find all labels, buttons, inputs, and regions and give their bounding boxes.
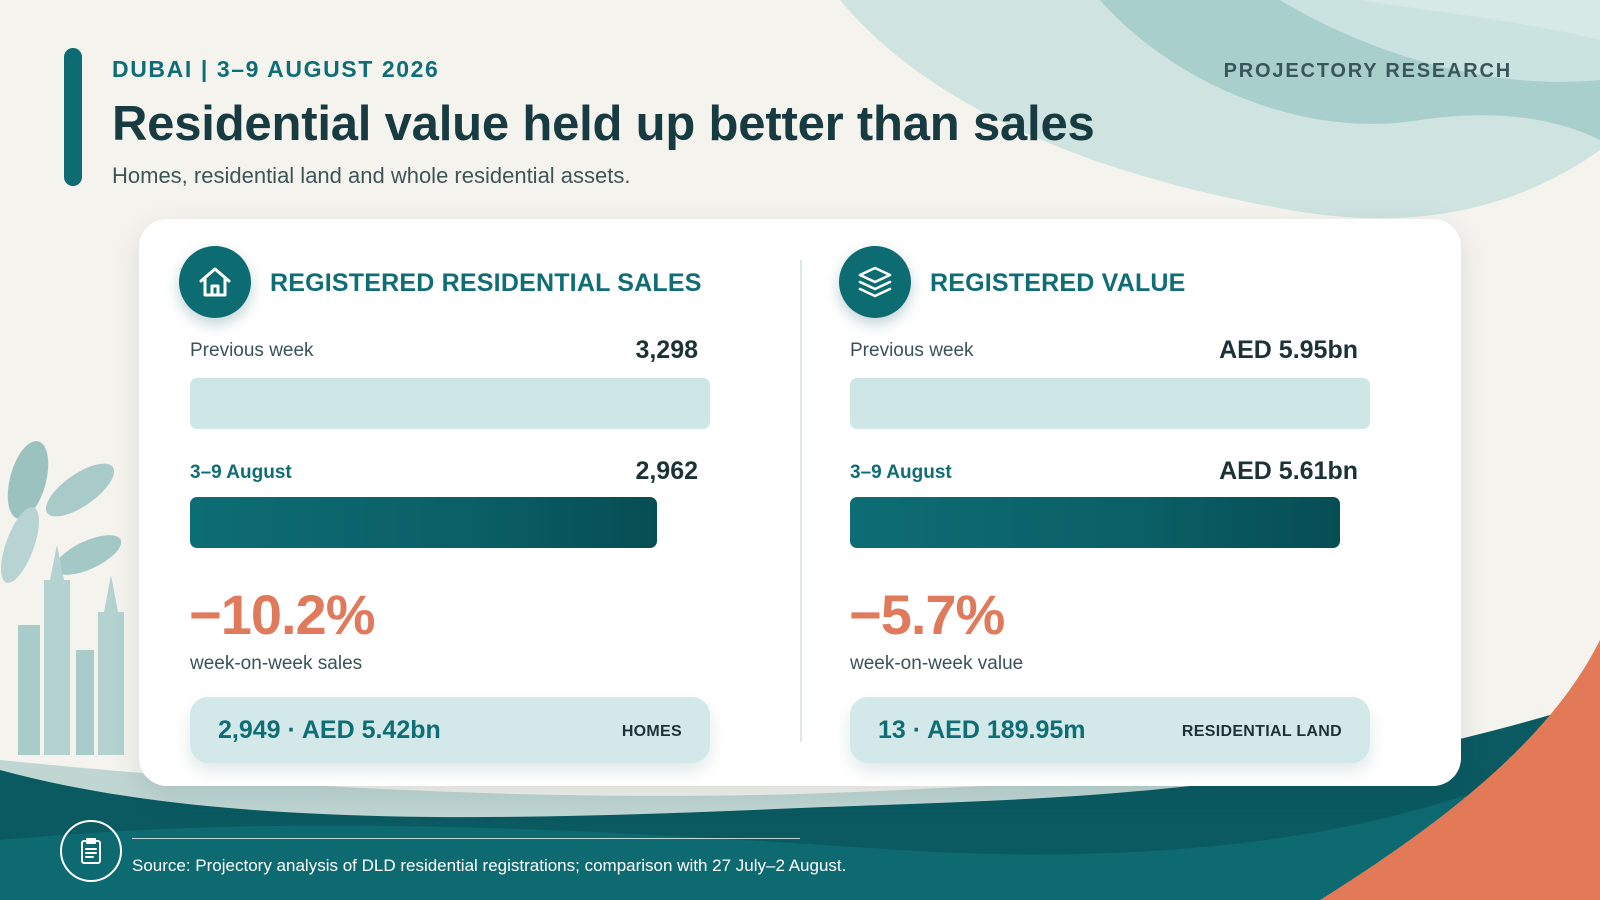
change-percent: −10.2% bbox=[189, 583, 375, 646]
page-subtitle: Homes, residential land and whole reside… bbox=[112, 163, 631, 188]
skyline-tower bbox=[18, 625, 40, 755]
previous-week-label: Previous week bbox=[190, 340, 314, 361]
date-location-eyebrow: DUBAI | 3–9 AUGUST 2026 bbox=[112, 56, 440, 82]
current-week-bar bbox=[850, 497, 1341, 548]
skyline-tower bbox=[76, 650, 94, 755]
current-week-track bbox=[850, 497, 1370, 548]
panel-divider bbox=[800, 260, 802, 742]
leaf-shape bbox=[7, 441, 49, 519]
value-panel: REGISTERED VALUE Previous week AED 5.95b… bbox=[799, 219, 1389, 786]
current-week-value: AED 5.61bn bbox=[1219, 457, 1358, 485]
panel-title: REGISTERED VALUE bbox=[930, 269, 1186, 297]
bottom-wave-mid bbox=[0, 760, 1600, 900]
house-icon bbox=[179, 246, 251, 318]
current-week-label: 3–9 August bbox=[850, 462, 952, 483]
leaf-shape bbox=[45, 463, 115, 517]
homes-pill: 2,949 · AED 5.42bn HOMES bbox=[190, 697, 710, 763]
leaf-shape bbox=[1, 507, 39, 583]
residential-land-pill: 13 · AED 189.95m RESIDENTIAL LAND bbox=[850, 697, 1370, 763]
leaf-shape bbox=[54, 535, 122, 575]
change-label: week-on-week value bbox=[850, 653, 1024, 674]
skyline-spire bbox=[104, 575, 118, 612]
pill-tag: HOMES bbox=[621, 723, 682, 740]
sales-panel: REGISTERED RESIDENTIAL SALES Previous we… bbox=[139, 219, 729, 786]
pill-tag: RESIDENTIAL LAND bbox=[1181, 723, 1342, 740]
document-icon bbox=[60, 820, 122, 882]
pill-value: 13 · AED 189.95m bbox=[878, 716, 1086, 744]
previous-week-track bbox=[190, 378, 710, 429]
previous-week-bar bbox=[850, 378, 1370, 429]
pill-value: 2,949 · AED 5.42bn bbox=[218, 716, 441, 744]
previous-week-bar bbox=[190, 378, 710, 429]
current-week-value: 2,962 bbox=[635, 457, 698, 485]
current-week-bar bbox=[190, 497, 657, 548]
panel-title: REGISTERED RESIDENTIAL SALES bbox=[270, 269, 702, 297]
previous-week-value: 3,298 bbox=[635, 336, 698, 364]
previous-week-value: AED 5.95bn bbox=[1219, 336, 1358, 364]
top-wave-right bbox=[1280, 0, 1600, 82]
skyline-tower bbox=[44, 580, 70, 755]
brand-name: PROJECTORY RESEARCH bbox=[1223, 60, 1512, 82]
change-percent: −5.7% bbox=[849, 583, 1005, 646]
page-title: Residential value held up better than sa… bbox=[112, 97, 1095, 151]
previous-week-label: Previous week bbox=[850, 340, 974, 361]
previous-week-track bbox=[850, 378, 1370, 429]
layers-icon bbox=[839, 246, 911, 318]
header-accent-bar bbox=[64, 48, 82, 186]
current-week-track bbox=[190, 497, 710, 548]
footer-rule bbox=[132, 838, 800, 839]
source-note: Source: Projectory analysis of DLD resid… bbox=[132, 856, 847, 875]
skyline-tower bbox=[98, 612, 124, 755]
change-label: week-on-week sales bbox=[190, 653, 363, 674]
current-week-label: 3–9 August bbox=[190, 462, 292, 483]
skyline-spire bbox=[50, 545, 64, 580]
coral-wave bbox=[1320, 640, 1600, 900]
